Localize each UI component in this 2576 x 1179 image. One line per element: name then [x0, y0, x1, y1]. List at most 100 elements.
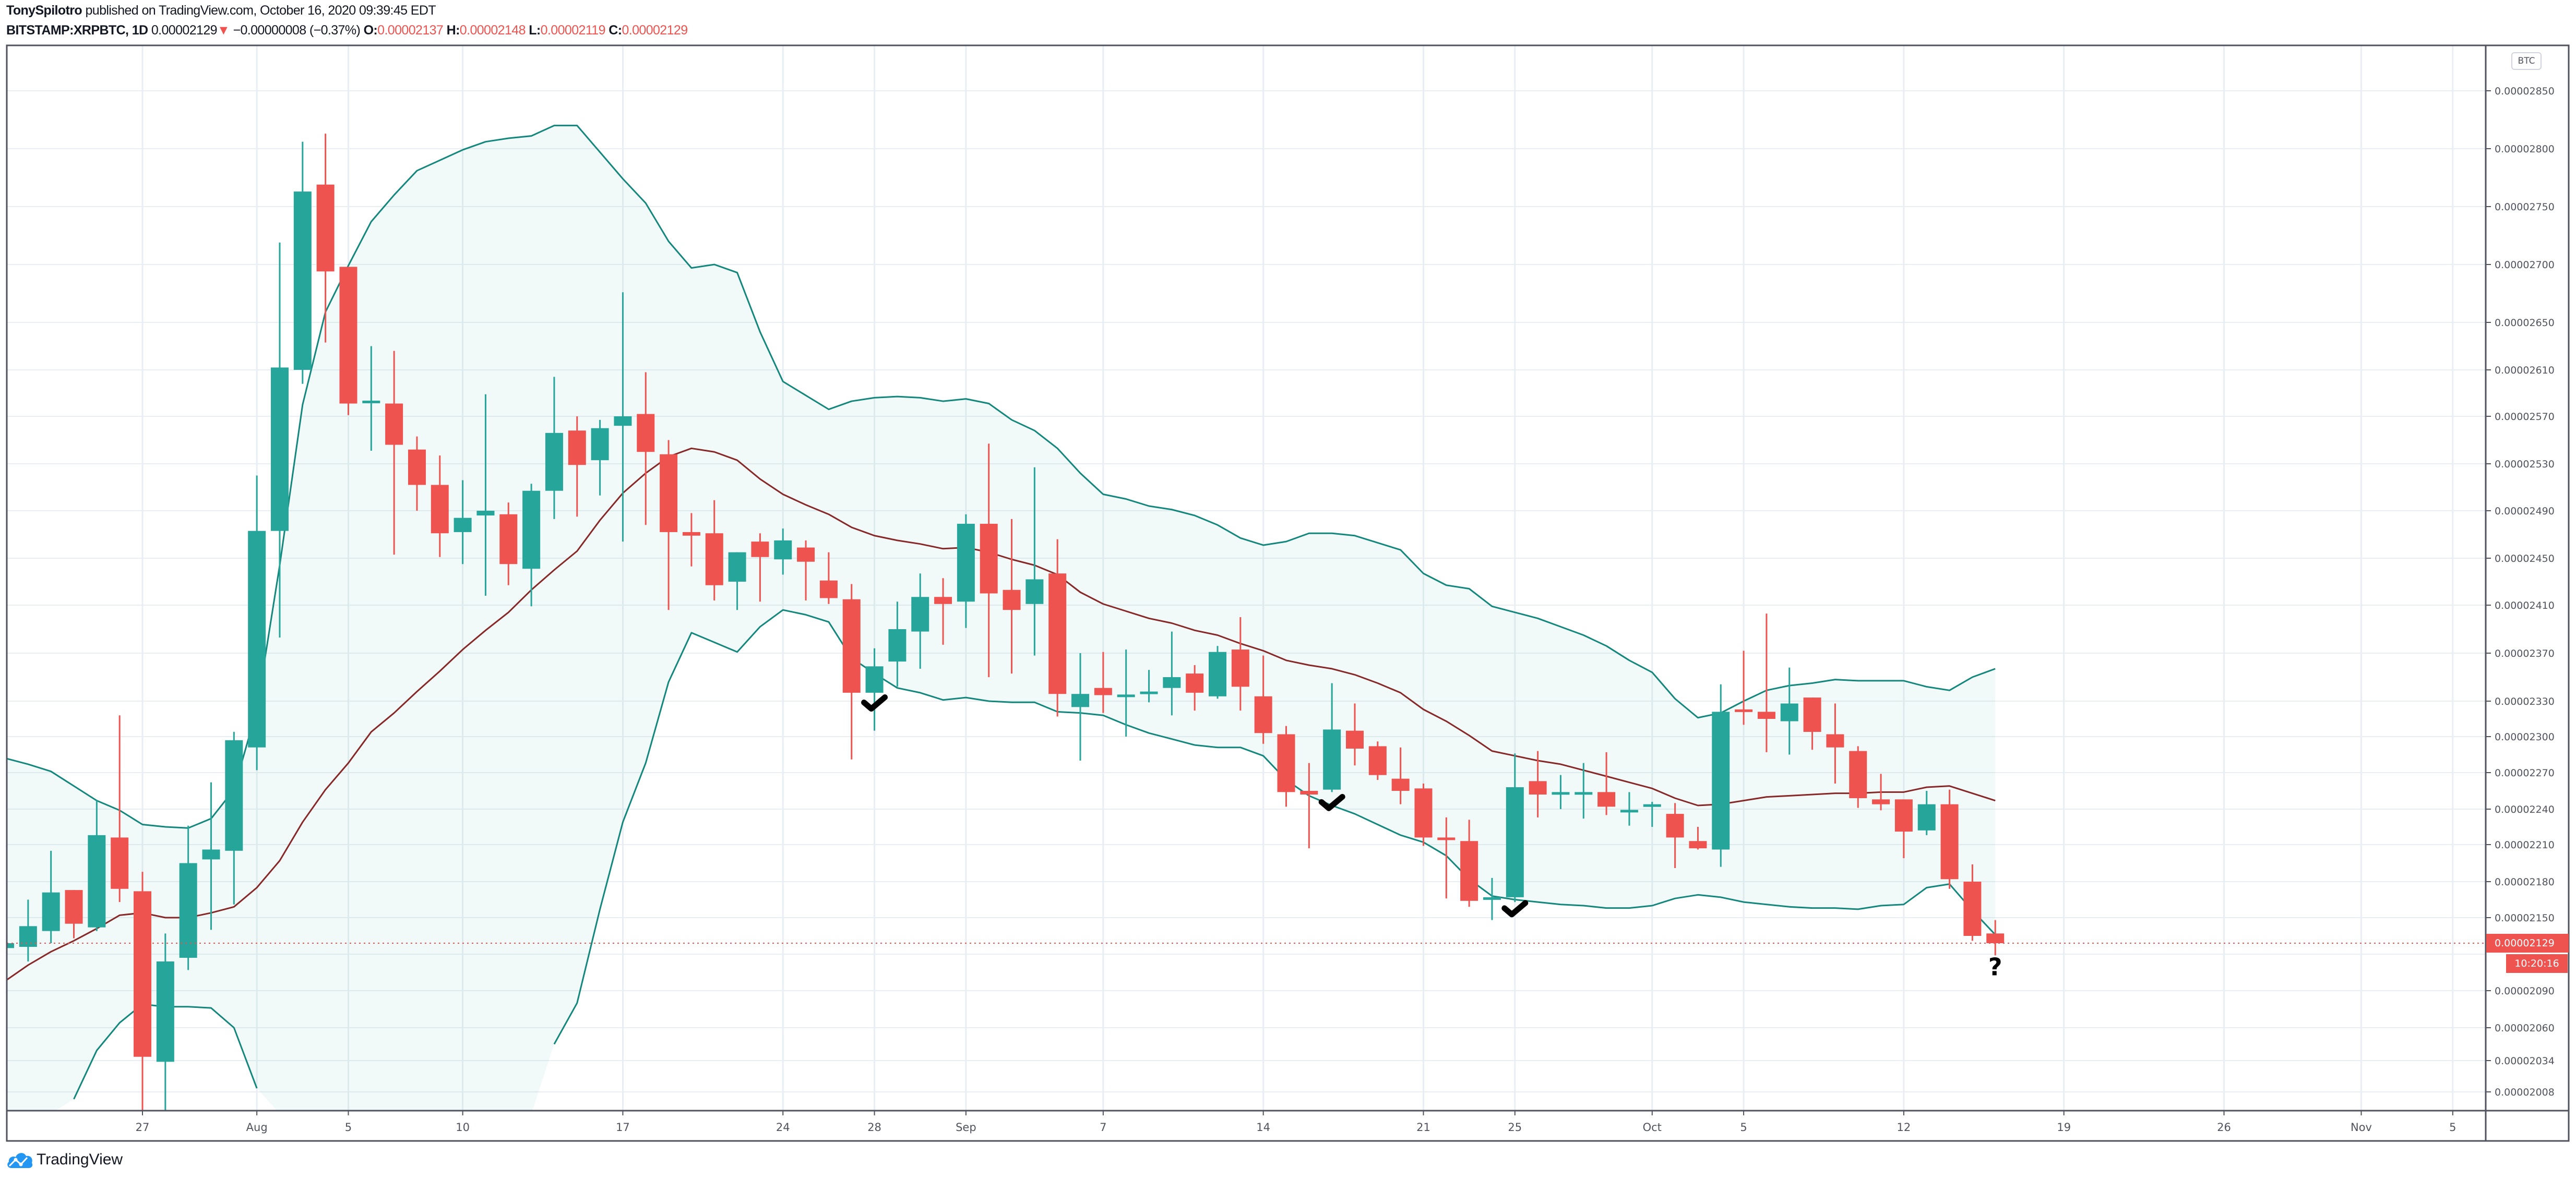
candle-up [293, 141, 312, 384]
candle-body [888, 629, 907, 662]
candle-up [1552, 775, 1570, 809]
candle-body [248, 531, 266, 748]
candle-body [1643, 804, 1661, 807]
candle-body [1117, 694, 1135, 697]
candle-down [637, 372, 655, 525]
candle-body [293, 191, 312, 370]
candle-up [1163, 631, 1181, 716]
candle-body [842, 599, 861, 693]
candle-down [682, 513, 700, 567]
symbol-legend: BITSTAMP:XRPBTC, 1D 0.00002129▼ −0.00000… [6, 23, 688, 38]
annotations: ? [861, 694, 2002, 981]
candle-down [1940, 789, 1959, 889]
candle-body [499, 514, 518, 564]
candle-body [1826, 734, 1844, 748]
price-tick-label: 0.00002750 [2495, 201, 2555, 213]
candle-body [1940, 804, 1959, 880]
last-price-value: 0.00002129 [151, 23, 218, 38]
candle-up [225, 731, 243, 905]
candle-down [1757, 613, 1775, 752]
candle-body [522, 490, 541, 569]
symbol-name: BITSTAMP:XRPBTC, 1D [6, 23, 148, 38]
candle-up [1917, 791, 1936, 835]
candle-up [1712, 684, 1730, 867]
candle-body [134, 891, 151, 1057]
candle-up [1620, 792, 1638, 826]
price-tick-label: 0.00002180 [2495, 876, 2555, 888]
candle-body [1277, 734, 1295, 792]
candle-up [156, 933, 174, 1111]
price-tick-label: 0.00002210 [2495, 839, 2555, 851]
tradingview-logo[interactable]: TradingView [6, 1149, 123, 1170]
candle-body [1986, 933, 2005, 943]
candle-down [1460, 820, 1478, 907]
checkmark-icon [1318, 793, 1345, 811]
candle-up [591, 419, 609, 496]
time-tick-label: 17 [616, 1121, 630, 1134]
time-tick-label: Sep [956, 1121, 976, 1134]
candle-down [1894, 799, 1913, 859]
candle-down [499, 502, 518, 585]
price-axis[interactable]: 0.00002850 0.00002800 0.00002750 0.00002700… [2486, 86, 2555, 1098]
price-tick-label: 0.00002370 [2495, 648, 2555, 659]
candle-up [454, 480, 472, 564]
candle-body [65, 890, 83, 924]
candle-body [362, 400, 380, 403]
price-tick-label: 0.00002300 [2495, 731, 2555, 743]
price-tick-label: 0.00002850 [2495, 86, 2555, 97]
candle-up [1140, 670, 1158, 703]
candle-body [797, 547, 815, 562]
candle-body [934, 597, 952, 604]
candle-body [156, 961, 174, 1062]
candle-body [1597, 792, 1616, 807]
candle-up [1323, 683, 1341, 792]
candle-down [65, 890, 83, 939]
author-name[interactable]: TonySpilotro [6, 3, 82, 18]
price-tick-label: 0.00002330 [2495, 696, 2555, 707]
candle-body [1666, 814, 1684, 838]
open-label: O: [363, 23, 378, 38]
candle-down [111, 715, 129, 903]
candle-body [568, 430, 586, 465]
candle-body [1209, 652, 1227, 696]
time-axis[interactable]: 27 Aug 5 10 17 24 28 Sep 7 14 21 25 Oct 5 12 19 26 Nov 5 [136, 1111, 2456, 1134]
candle-up [7, 943, 15, 948]
time-tick-label: 5 [345, 1121, 352, 1134]
price-tick-label: 0.00002008 [2495, 1087, 2555, 1098]
candle-up [545, 377, 563, 519]
upper-band-line [7, 125, 1996, 829]
candle-body [1529, 781, 1547, 795]
candle-up [362, 346, 380, 451]
candle-up [476, 394, 495, 596]
candle-down [1826, 703, 1844, 784]
price-change: −0.00000008 (−0.37%) [233, 23, 361, 38]
candle-body [1437, 837, 1456, 840]
candle-down [1003, 519, 1021, 674]
candle-down [1368, 741, 1387, 780]
currency-badge[interactable]: BTC [2511, 52, 2542, 70]
candle-up [888, 601, 907, 687]
published-text: published on TradingView.com, October 16… [85, 3, 436, 18]
candle-up [1643, 802, 1661, 827]
candle-body [751, 542, 769, 557]
candle-down [705, 500, 723, 600]
candle-body [476, 511, 495, 516]
candle-up [865, 648, 884, 731]
candle-down [1986, 920, 2005, 956]
price-tick-label: 0.00002060 [2495, 1022, 2555, 1034]
candle-down [339, 267, 357, 415]
candle-body [865, 666, 884, 693]
candle-down [1963, 864, 1982, 941]
candle-body [545, 432, 563, 491]
time-tick-label: Aug [246, 1121, 268, 1134]
candle-body [1735, 709, 1753, 712]
candle-up [1025, 467, 1044, 656]
candle-body [1506, 787, 1524, 897]
candle-up [1575, 763, 1593, 819]
checkmark-icon [861, 694, 888, 712]
candle-down [134, 872, 151, 1111]
candle-down [1231, 617, 1249, 711]
candle-body [339, 267, 357, 404]
candle-up [728, 552, 746, 610]
